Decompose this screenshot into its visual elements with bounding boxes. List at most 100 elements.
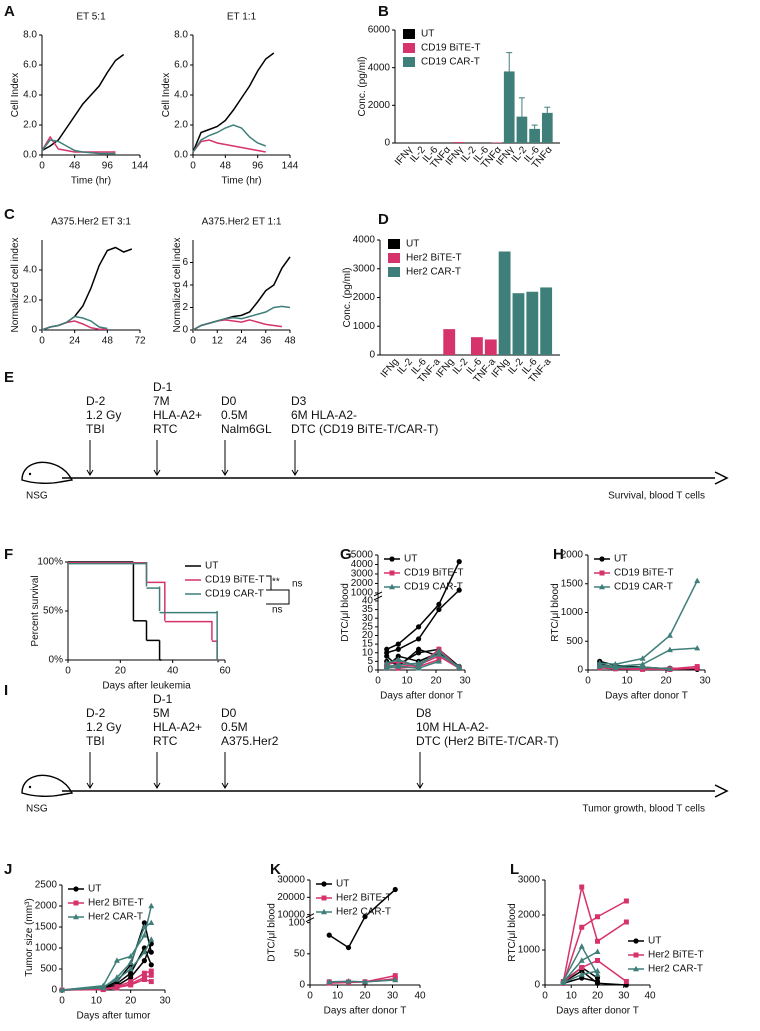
data-line [386, 660, 440, 670]
marker [389, 583, 395, 590]
marker [456, 663, 463, 669]
event-arrowhead [153, 782, 161, 789]
marker [128, 974, 134, 981]
marker [578, 971, 585, 977]
y-tick-label: 8.0 [23, 30, 37, 41]
marker [392, 976, 399, 983]
legend-label: UT [614, 554, 627, 565]
x-tick-label: 96 [102, 161, 114, 172]
x-tick-label: 10 [401, 676, 413, 687]
legend-label: Her2 CAR-T [648, 964, 703, 975]
panel-letter: G [340, 546, 352, 563]
x-tick-label: 30 [618, 991, 630, 1002]
marker [579, 924, 585, 930]
event-label: 6M HLA-A2- [291, 408, 357, 422]
annotation: ** [272, 577, 280, 588]
marker [128, 982, 134, 988]
x-tick-label: 30 [387, 991, 399, 1002]
y-tick-label: 2000 [353, 292, 376, 303]
marker [594, 978, 601, 985]
marker [416, 646, 422, 652]
y-axis-label: RTC/μl blood [507, 903, 518, 961]
marker [395, 653, 401, 659]
legend-label: Her2 BiTE-T [336, 893, 392, 904]
chart-title: ET 1:1 [227, 12, 257, 23]
event-label: D0 [221, 394, 237, 408]
event-label: 1.2 Gy [86, 408, 121, 422]
marker [594, 971, 601, 977]
marker [148, 972, 154, 978]
y-tick-label: 2.0 [23, 295, 37, 306]
legend-label: Her2 CAR-T [336, 907, 391, 918]
mouse-strain: NSG [26, 804, 48, 815]
y-tick-label: 100 [288, 917, 305, 928]
y-tick-label: 2.0 [174, 120, 188, 131]
marker [141, 932, 148, 938]
data-line [599, 580, 698, 666]
x-tick-label: 12 [212, 336, 224, 347]
marker [694, 664, 700, 670]
data-line [192, 305, 291, 331]
marker [594, 967, 601, 974]
marker [100, 983, 107, 989]
event-label: RTC [153, 734, 178, 748]
bar [512, 293, 525, 355]
marker [416, 636, 422, 642]
y-tick-label: 0 [534, 980, 540, 991]
marker [345, 978, 352, 984]
chart-title: A375.Her2 ET 3:1 [51, 217, 131, 228]
panel-letter: K [270, 861, 281, 878]
marker [326, 978, 333, 985]
timeline-endpoint: Tumor growth, blood T cells [582, 804, 705, 815]
x-tick-label: 48 [284, 336, 296, 347]
y-tick-label: 3000 [518, 875, 541, 886]
data-line [192, 319, 283, 331]
legend-label: CD19 CAR-T [614, 582, 673, 593]
x-tick-label: 0 [190, 336, 196, 347]
marker [128, 970, 134, 976]
event-label: A375.Her2 [221, 734, 279, 748]
y-tick-label: 500 [566, 636, 583, 647]
y-tick-label: 1000 [518, 945, 541, 956]
x-tick-label: 0 [307, 991, 313, 1002]
bar [471, 337, 483, 355]
y-tick-label: 6.0 [23, 60, 37, 71]
marker [73, 900, 79, 906]
y-tick-label: 2 [182, 302, 188, 313]
x-tick-label: 24 [236, 336, 248, 347]
y-axis-label: RTC/μl blood [550, 583, 561, 641]
legend-label: Her2 CAR-T [88, 912, 143, 923]
x-tick-label: 30 [699, 676, 711, 687]
marker [579, 884, 585, 890]
marker [416, 624, 422, 630]
marker [415, 659, 422, 666]
x-tick-label: 20 [430, 676, 442, 687]
marker [392, 973, 398, 979]
y-tick-label: 0.0 [174, 150, 188, 161]
bar [443, 329, 456, 355]
y-tick-label: 2500 [35, 880, 58, 891]
annotation: ns [272, 605, 283, 616]
y-tick-label: 50% [43, 606, 63, 617]
marker [362, 978, 368, 985]
bracket [266, 575, 290, 605]
panel-letter: A [4, 3, 15, 20]
y-tick-label: 2000 [351, 578, 374, 589]
y-tick-label: 4000 [368, 62, 391, 73]
marker [694, 644, 701, 651]
event-label: TBI [86, 734, 105, 748]
data-line [192, 124, 267, 153]
y-tick-label: 4000 [351, 559, 374, 570]
y-tick-label: 35 [362, 604, 374, 615]
x-tick-label: 96 [252, 161, 264, 172]
legend-swatch [403, 57, 415, 67]
y-axis-label: DTC/μl blood [267, 903, 278, 962]
marker [623, 919, 629, 925]
x-tick-label: 0 [65, 666, 71, 677]
marker [392, 886, 398, 893]
x-axis-label: Days after tumor [77, 1011, 152, 1022]
bar [529, 128, 540, 143]
x-tick-label: 0 [542, 991, 548, 1002]
marker [127, 965, 134, 972]
marker [59, 986, 65, 993]
